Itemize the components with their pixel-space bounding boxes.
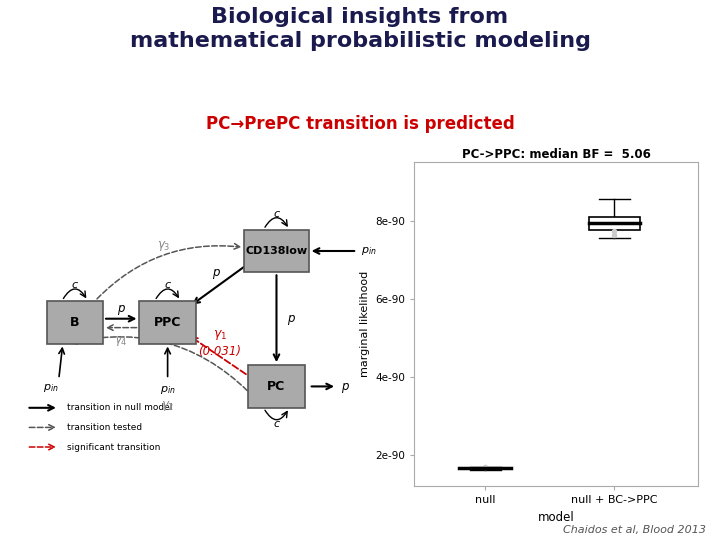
Text: $\gamma_4$: $\gamma_4$ bbox=[114, 334, 128, 348]
Bar bbox=[588, 217, 640, 231]
Text: Biological insights from
mathematical probabilistic modeling: Biological insights from mathematical pr… bbox=[130, 7, 590, 51]
Text: PC→PrePC transition is predicted: PC→PrePC transition is predicted bbox=[206, 116, 514, 133]
Text: $p_{in}$: $p_{in}$ bbox=[361, 245, 377, 257]
Text: Chaidos et al, Blood 2013: Chaidos et al, Blood 2013 bbox=[562, 524, 706, 535]
Text: c: c bbox=[274, 419, 279, 429]
Text: $\gamma_2$: $\gamma_2$ bbox=[161, 399, 174, 413]
Text: PPC: PPC bbox=[154, 316, 181, 329]
Text: B: B bbox=[70, 316, 80, 329]
Title: PC->PPC: median BF =  5.06: PC->PPC: median BF = 5.06 bbox=[462, 148, 651, 161]
Text: $p_{in}$: $p_{in}$ bbox=[160, 384, 176, 396]
Text: $\gamma_3$: $\gamma_3$ bbox=[157, 239, 171, 253]
Text: p: p bbox=[212, 266, 220, 279]
Text: $\gamma_1$: $\gamma_1$ bbox=[213, 328, 227, 342]
FancyBboxPatch shape bbox=[244, 230, 309, 272]
Text: p: p bbox=[117, 302, 125, 315]
Bar bbox=[459, 468, 511, 469]
Text: (0.031): (0.031) bbox=[199, 345, 241, 358]
FancyBboxPatch shape bbox=[248, 365, 305, 408]
Text: transition tested: transition tested bbox=[67, 423, 142, 432]
Text: transition in null model: transition in null model bbox=[67, 403, 172, 413]
FancyBboxPatch shape bbox=[47, 301, 103, 343]
Text: c: c bbox=[165, 280, 171, 290]
FancyBboxPatch shape bbox=[140, 301, 196, 343]
Text: $p_{in}$: $p_{in}$ bbox=[43, 382, 58, 394]
Text: significant transition: significant transition bbox=[67, 442, 160, 451]
Text: CD138low: CD138low bbox=[246, 246, 307, 256]
Text: c: c bbox=[72, 280, 78, 290]
Y-axis label: marginal likelihood: marginal likelihood bbox=[359, 271, 369, 377]
X-axis label: model: model bbox=[538, 511, 575, 524]
Text: p: p bbox=[341, 380, 348, 393]
Text: PC: PC bbox=[267, 380, 286, 393]
Text: p: p bbox=[287, 312, 294, 325]
Text: c: c bbox=[274, 208, 279, 219]
